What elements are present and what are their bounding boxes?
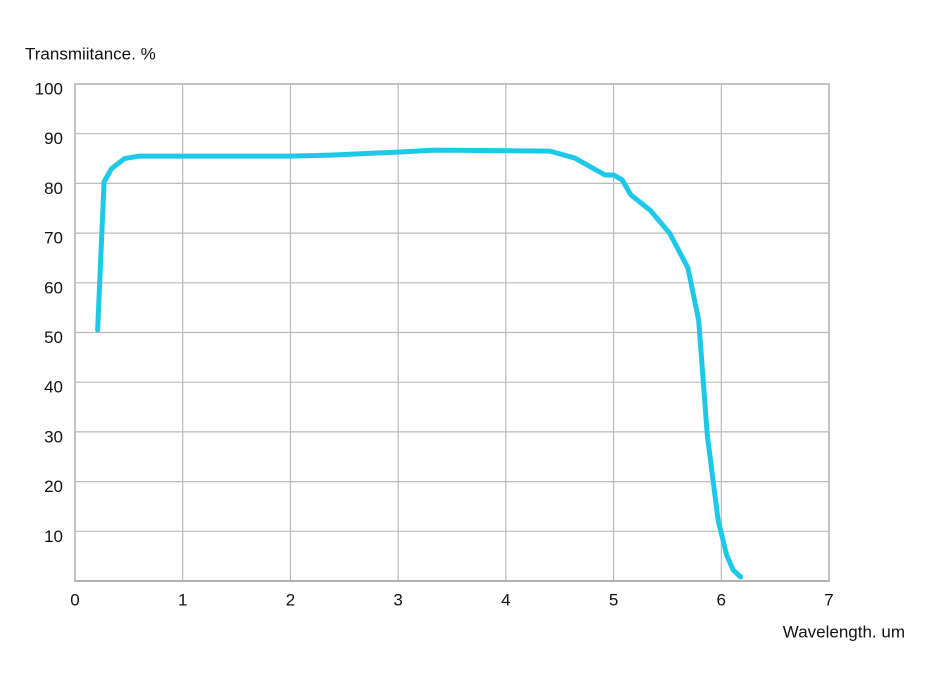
y-tick-label: 40: [44, 378, 63, 397]
y-tick-label: 60: [44, 278, 63, 297]
x-axis-label: Wavelength. um: [783, 622, 905, 641]
x-tick-label: 0: [70, 590, 79, 609]
y-tick-label: 80: [44, 179, 63, 198]
x-tick-label: 7: [824, 590, 833, 609]
y-axis-label: Transmiitance. %: [25, 44, 156, 63]
y-tick-label: 30: [44, 427, 63, 446]
x-tick-label: 5: [609, 590, 618, 609]
x-tick-label: 1: [178, 590, 187, 609]
y-tick-label: 100: [35, 79, 63, 98]
x-tick-label: 6: [717, 590, 726, 609]
y-tick-label: 10: [44, 527, 63, 546]
y-tick-label: 50: [44, 328, 63, 347]
y-tick-label: 20: [44, 477, 63, 496]
data-line: [95, 147, 744, 580]
y-tick-label: 70: [44, 229, 63, 248]
x-tick-label: 2: [286, 590, 295, 609]
y-tick-label: 90: [44, 129, 63, 148]
x-tick-label: 3: [393, 590, 402, 609]
x-tick-label: 4: [501, 590, 510, 609]
